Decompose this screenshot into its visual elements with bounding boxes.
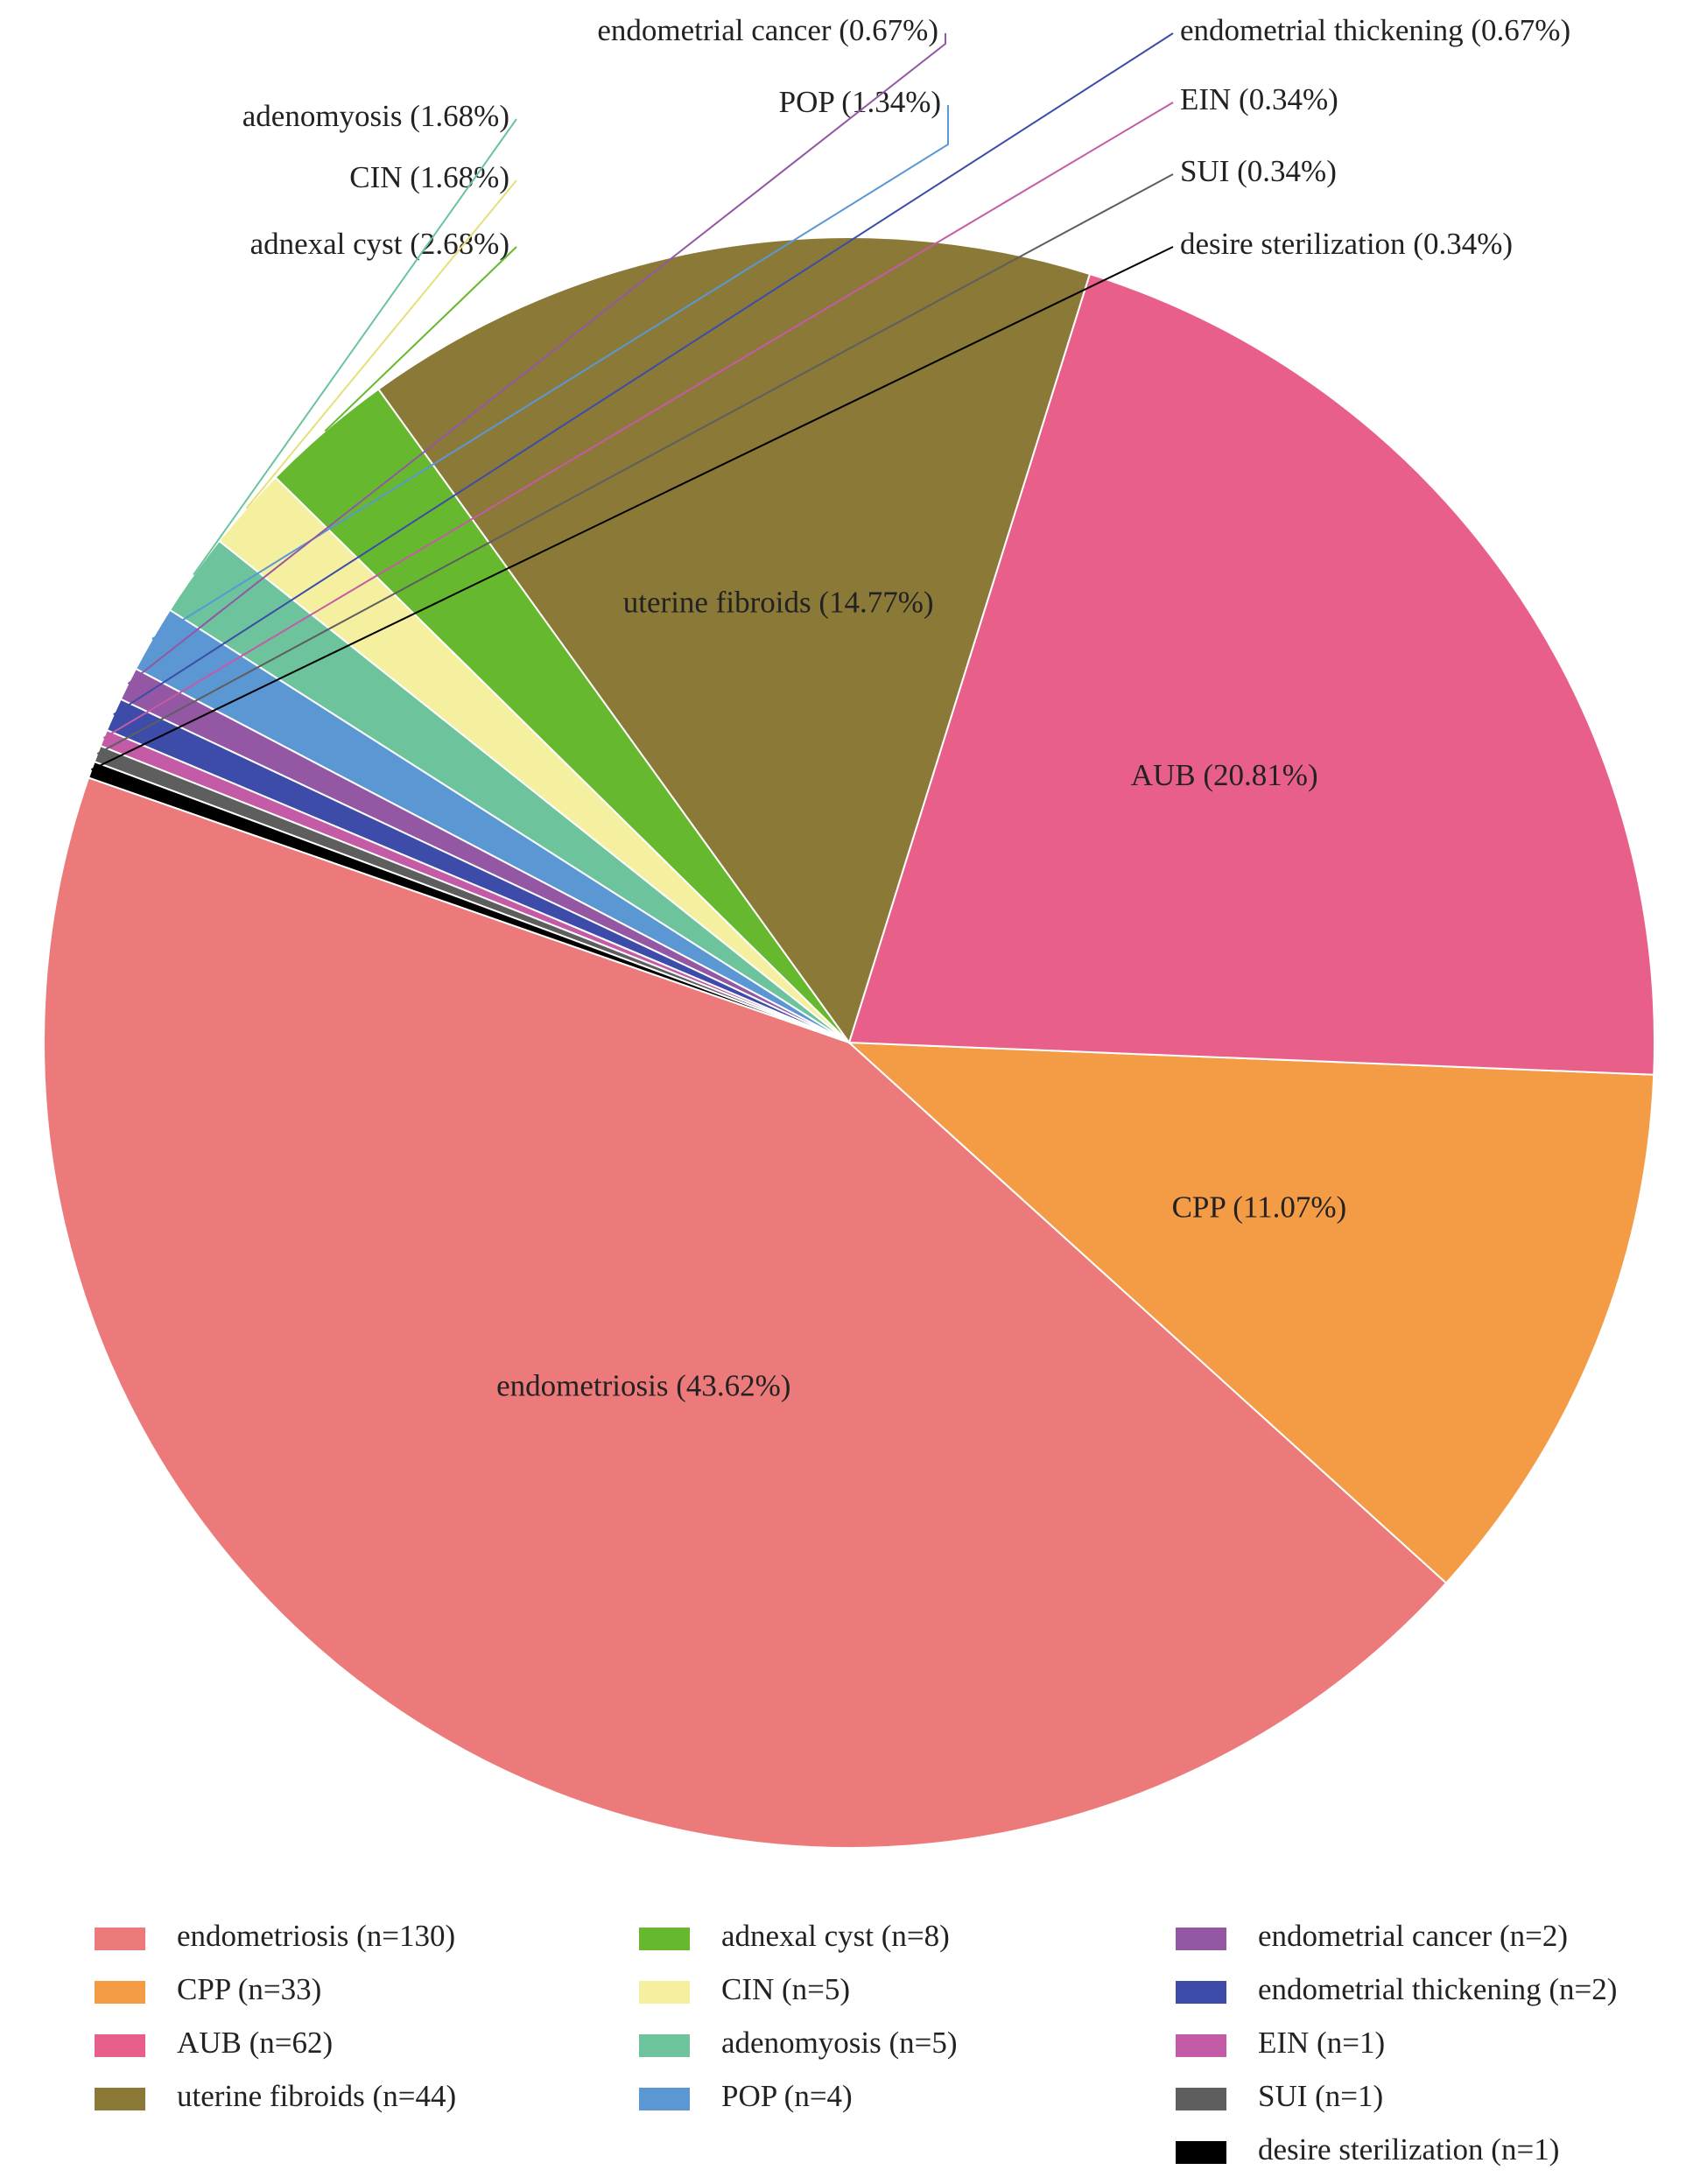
slice-cpp — [846, 1041, 1655, 1584]
legend-item-uterine-fibroids: uterine fibroids (n=44) — [95, 2079, 456, 2113]
leader-line-pop — [151, 105, 949, 640]
legend-swatch — [1176, 1981, 1226, 2004]
legend-swatch — [639, 2088, 690, 2110]
legend-label: endometrial thickening (n=2) — [1258, 1972, 1617, 2006]
label-sui: SUI (0.34%) — [1180, 154, 1337, 188]
legend-item-endometrial-cancer: endometrial cancer (n=2) — [1176, 1919, 1568, 1953]
leader-line-desire-sterilization — [90, 246, 1174, 771]
legend-label: EIN (n=1) — [1258, 2026, 1385, 2060]
legend-swatch — [95, 1928, 145, 1950]
legend: endometriosis (n=130) CPP (n=33) AUB (n=62… — [95, 1919, 1617, 2166]
leader-line-cin — [245, 179, 517, 509]
legend-label: endometriosis (n=130) — [177, 1919, 455, 1953]
legend-item-aub: AUB (n=62) — [95, 2026, 333, 2060]
legend-item-adenomyosis: adenomyosis (n=5) — [639, 2026, 958, 2060]
label-adenomyosis: adenomyosis (1.68%) — [242, 99, 509, 133]
legend-label: uterine fibroids (n=44) — [177, 2079, 456, 2113]
label-endometriosis: endometriosis (43.62%) — [496, 1369, 790, 1403]
legend-swatch — [1176, 2088, 1226, 2110]
label-cin: CIN (1.68%) — [349, 160, 509, 194]
label-uterine-fibroids: uterine fibroids (14.77%) — [623, 586, 934, 620]
leader-line-endometrial-cancer — [127, 33, 946, 685]
legend-label: CIN (n=5) — [721, 1972, 850, 2006]
leader-line-adnexal-cyst — [324, 246, 517, 432]
slice-endometriosis — [43, 776, 1448, 1849]
legend-item-endometriosis: endometriosis (n=130) — [95, 1919, 455, 1953]
legend-swatch — [639, 1981, 690, 2004]
label-adnexal-cyst: adnexal cyst (2.68%) — [250, 227, 509, 261]
legend-label: AUB (n=62) — [177, 2026, 333, 2060]
pie-slices — [43, 236, 1655, 1849]
legend-item-sui: SUI (n=1) — [1176, 2079, 1383, 2113]
legend-item-cin: CIN (n=5) — [639, 1972, 850, 2006]
legend-label: adnexal cyst (n=8) — [721, 1919, 950, 1953]
legend-swatch — [95, 1981, 145, 2004]
legend-item-cpp: CPP (n=33) — [95, 1972, 321, 2006]
legend-label: adenomyosis (n=5) — [721, 2026, 958, 2060]
legend-label: SUI (n=1) — [1258, 2079, 1383, 2113]
label-endometrial-thickening: endometrial thickening (0.67%) — [1180, 13, 1570, 47]
legend-label: POP (n=4) — [721, 2079, 853, 2113]
label-aub: AUB (20.81%) — [1131, 758, 1318, 792]
legend-swatch — [1176, 1928, 1226, 1950]
legend-label: endometrial cancer (n=2) — [1258, 1919, 1568, 1953]
legend-item-endometrial-thickening: endometrial thickening (n=2) — [1176, 1972, 1617, 2006]
legend-swatch — [639, 2034, 690, 2057]
legend-item-adnexal-cyst: adnexal cyst (n=8) — [639, 1919, 950, 1953]
label-cpp: CPP (11.07%) — [1172, 1190, 1347, 1224]
label-ein: EIN (0.34%) — [1180, 82, 1338, 116]
label-desire-sterilization: desire sterilization (0.34%) — [1180, 227, 1513, 261]
legend-swatch — [1176, 2141, 1226, 2164]
legend-label: desire sterilization (n=1) — [1258, 2132, 1559, 2166]
legend-item-desire-sterilization: desire sterilization (n=1) — [1176, 2132, 1559, 2166]
slice-aub — [847, 272, 1655, 1076]
legend-item-ein: EIN (n=1) — [1176, 2026, 1385, 2060]
legend-swatch — [95, 2034, 145, 2057]
slice-uterine-fibroids — [376, 236, 1092, 1045]
legend-swatch — [95, 2088, 145, 2110]
leader-line-endometrial-thickening — [113, 32, 1174, 716]
legend-swatch — [639, 1928, 690, 1950]
leader-line-ein — [102, 102, 1174, 739]
legend-swatch — [1176, 2034, 1226, 2057]
label-pop: POP (1.34%) — [779, 85, 941, 119]
leader-line-sui — [96, 173, 1174, 755]
legend-item-pop: POP (n=4) — [639, 2079, 853, 2113]
legend-label: CPP (n=33) — [177, 1972, 321, 2006]
outside-labels: adnexal cyst (2.68%) CIN (1.68%) adenomyos… — [90, 13, 1570, 771]
leader-line-adenomyosis — [193, 118, 517, 576]
inside-labels: endometriosis (43.62%) CPP (11.07%) AUB (2… — [496, 586, 1346, 1403]
label-endometrial-cancer: endometrial cancer (0.67%) — [597, 13, 938, 47]
